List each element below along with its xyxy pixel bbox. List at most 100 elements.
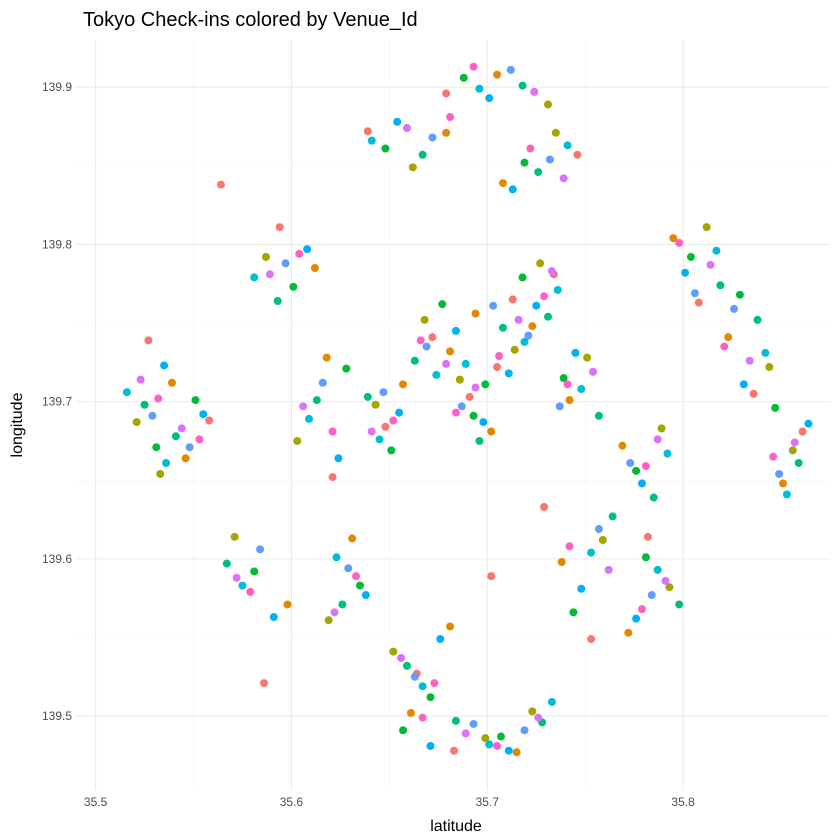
data-point	[475, 84, 484, 93]
data-point	[265, 270, 274, 279]
data-point	[540, 502, 549, 511]
data-point	[626, 458, 635, 467]
data-point	[402, 124, 411, 133]
data-point	[479, 418, 488, 427]
data-point	[342, 364, 351, 373]
data-point	[363, 392, 372, 401]
data-point	[395, 408, 404, 417]
data-point	[534, 713, 543, 722]
data-point	[389, 416, 398, 425]
data-point	[735, 290, 744, 299]
y-tick-label: 139.6	[42, 552, 72, 566]
data-point	[469, 62, 478, 71]
data-point	[632, 466, 641, 475]
data-point	[594, 411, 603, 420]
data-point	[518, 273, 527, 282]
data-point	[524, 331, 533, 340]
data-point	[587, 548, 596, 557]
data-point	[632, 614, 641, 623]
data-point	[528, 322, 537, 331]
data-point	[716, 281, 725, 290]
y-axis-title: longitude	[9, 392, 26, 457]
data-point	[451, 326, 460, 335]
data-point	[185, 443, 194, 452]
data-point	[587, 635, 596, 644]
data-point	[559, 374, 568, 383]
data-point	[534, 168, 543, 177]
data-point	[608, 512, 617, 521]
data-point	[563, 141, 572, 150]
data-point	[518, 81, 527, 90]
data-point	[663, 449, 672, 458]
data-point	[720, 342, 729, 351]
data-point	[275, 223, 284, 232]
minor-gridlines-y	[76, 165, 830, 638]
data-point	[451, 408, 460, 417]
data-point	[410, 356, 419, 365]
data-point	[594, 524, 603, 533]
data-point	[418, 682, 427, 691]
data-point	[771, 403, 780, 412]
data-point	[508, 295, 517, 304]
data-point	[199, 410, 208, 419]
data-point	[583, 353, 592, 362]
data-point	[418, 150, 427, 159]
data-point	[624, 628, 633, 637]
minor-gridlines-x	[193, 40, 586, 790]
data-point	[657, 424, 666, 433]
data-point	[367, 136, 376, 145]
data-point	[312, 396, 321, 405]
data-point	[408, 163, 417, 172]
data-point	[422, 342, 431, 351]
data-point	[367, 427, 376, 436]
data-point	[526, 144, 535, 153]
x-tick-label: 35.7	[476, 795, 500, 809]
data-point	[399, 380, 408, 389]
data-point	[428, 133, 437, 142]
y-tick-label: 139.5	[42, 709, 72, 723]
data-point	[532, 301, 541, 310]
data-point	[256, 545, 265, 554]
data-point	[647, 591, 656, 600]
data-point	[334, 454, 343, 463]
data-point	[520, 726, 529, 735]
data-point	[641, 462, 650, 471]
data-point	[446, 113, 455, 122]
data-point	[289, 282, 298, 291]
data-point	[469, 719, 478, 728]
data-point	[661, 576, 670, 585]
data-point	[782, 490, 791, 499]
data-point	[487, 572, 496, 581]
data-point	[328, 473, 337, 482]
data-point	[540, 292, 549, 301]
data-point	[536, 259, 545, 268]
data-point	[665, 583, 674, 592]
data-point	[551, 128, 560, 137]
data-point	[461, 729, 470, 738]
data-point	[238, 581, 247, 590]
data-point	[504, 369, 513, 378]
data-point	[547, 697, 556, 706]
data-point	[281, 259, 290, 268]
data-point	[547, 267, 556, 276]
data-point	[322, 353, 331, 362]
data-point	[675, 238, 684, 247]
x-axis-title: latitude	[430, 818, 482, 835]
data-point	[471, 309, 480, 318]
data-point	[508, 185, 517, 194]
data-point	[712, 246, 721, 255]
data-point	[604, 565, 613, 574]
data-point	[420, 315, 429, 324]
data-point	[436, 635, 445, 644]
data-point	[641, 553, 650, 562]
data-point	[250, 273, 259, 282]
data-point	[730, 304, 739, 313]
data-point	[230, 532, 239, 541]
data-point	[136, 375, 145, 384]
data-point	[295, 249, 304, 258]
data-point	[148, 411, 157, 420]
data-point	[303, 245, 312, 254]
data-point	[299, 402, 308, 411]
data-point	[375, 435, 384, 444]
